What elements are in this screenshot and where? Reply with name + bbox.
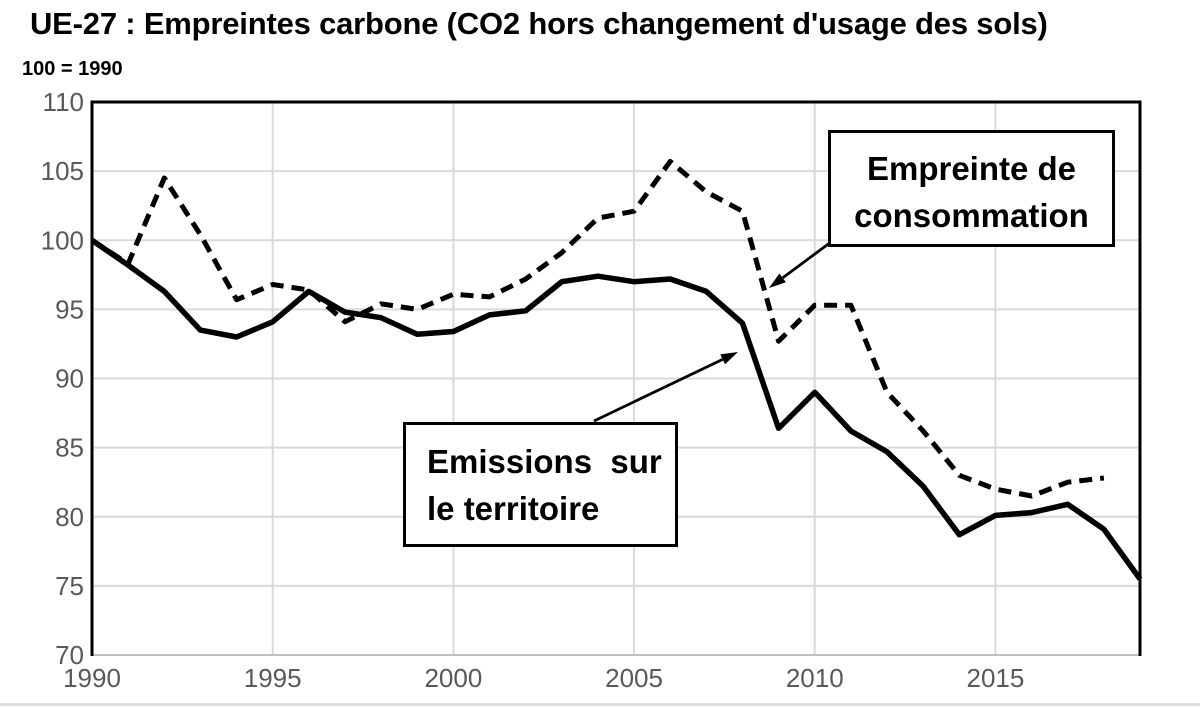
annotation-territoire-line2: le territoire [427, 490, 600, 527]
y-tick-label-75: 75 [55, 571, 84, 601]
y-tick-label-90: 90 [55, 364, 84, 394]
y-tick-label-110: 110 [43, 87, 84, 117]
y-tick-label-80: 80 [55, 502, 84, 532]
y-tick-label-85: 85 [55, 433, 84, 463]
x-tick-label-1995: 1995 [244, 663, 302, 693]
annotation-arrows [593, 240, 832, 423]
x-tick-label-2005: 2005 [605, 663, 663, 693]
y-axis-labels: 70 75 80 85 90 95 100 105 110 [41, 87, 84, 670]
annotation-box-consommation: Empreinte de consommation [828, 130, 1115, 247]
chart-subtitle: 100 = 1990 [22, 58, 123, 80]
arrow-territoire-shaft [593, 358, 724, 423]
arrow-consommation-shaft [781, 240, 832, 279]
y-tick-label-100: 100 [41, 225, 84, 255]
x-tick-label-2010: 2010 [786, 663, 844, 693]
y-tick-label-70: 70 [55, 640, 84, 670]
gridlines [92, 102, 1140, 655]
arrow-territoire-head [720, 352, 738, 365]
plot-border [90, 100, 1142, 656]
bottom-edge-strip [0, 703, 1200, 706]
y-tick-label-95: 95 [55, 294, 84, 324]
series-lines [90, 158, 1143, 581]
annotation-box-territoire: Emissions sur le territoire [403, 422, 678, 547]
x-tick-label-2000: 2000 [424, 663, 482, 693]
annotation-consommation-line2: consommation [854, 197, 1089, 234]
series-line-consommation [90, 158, 1105, 499]
arrow-consommation-head [769, 273, 786, 288]
y-tick-label-105: 105 [41, 156, 84, 186]
chart-title: UE-27 : Empreintes carbone (CO2 hors cha… [30, 6, 1048, 41]
series-line-territoire [90, 238, 1143, 581]
x-tick-label-2015: 2015 [967, 663, 1025, 693]
x-axis-labels: 1990 1995 2000 2005 2010 2015 [63, 663, 1024, 693]
annotation-consommation-line1: Empreinte de [866, 150, 1077, 187]
x-tick-label-1990: 1990 [63, 663, 121, 693]
annotation-territoire-line1: Emissions sur [427, 443, 662, 480]
